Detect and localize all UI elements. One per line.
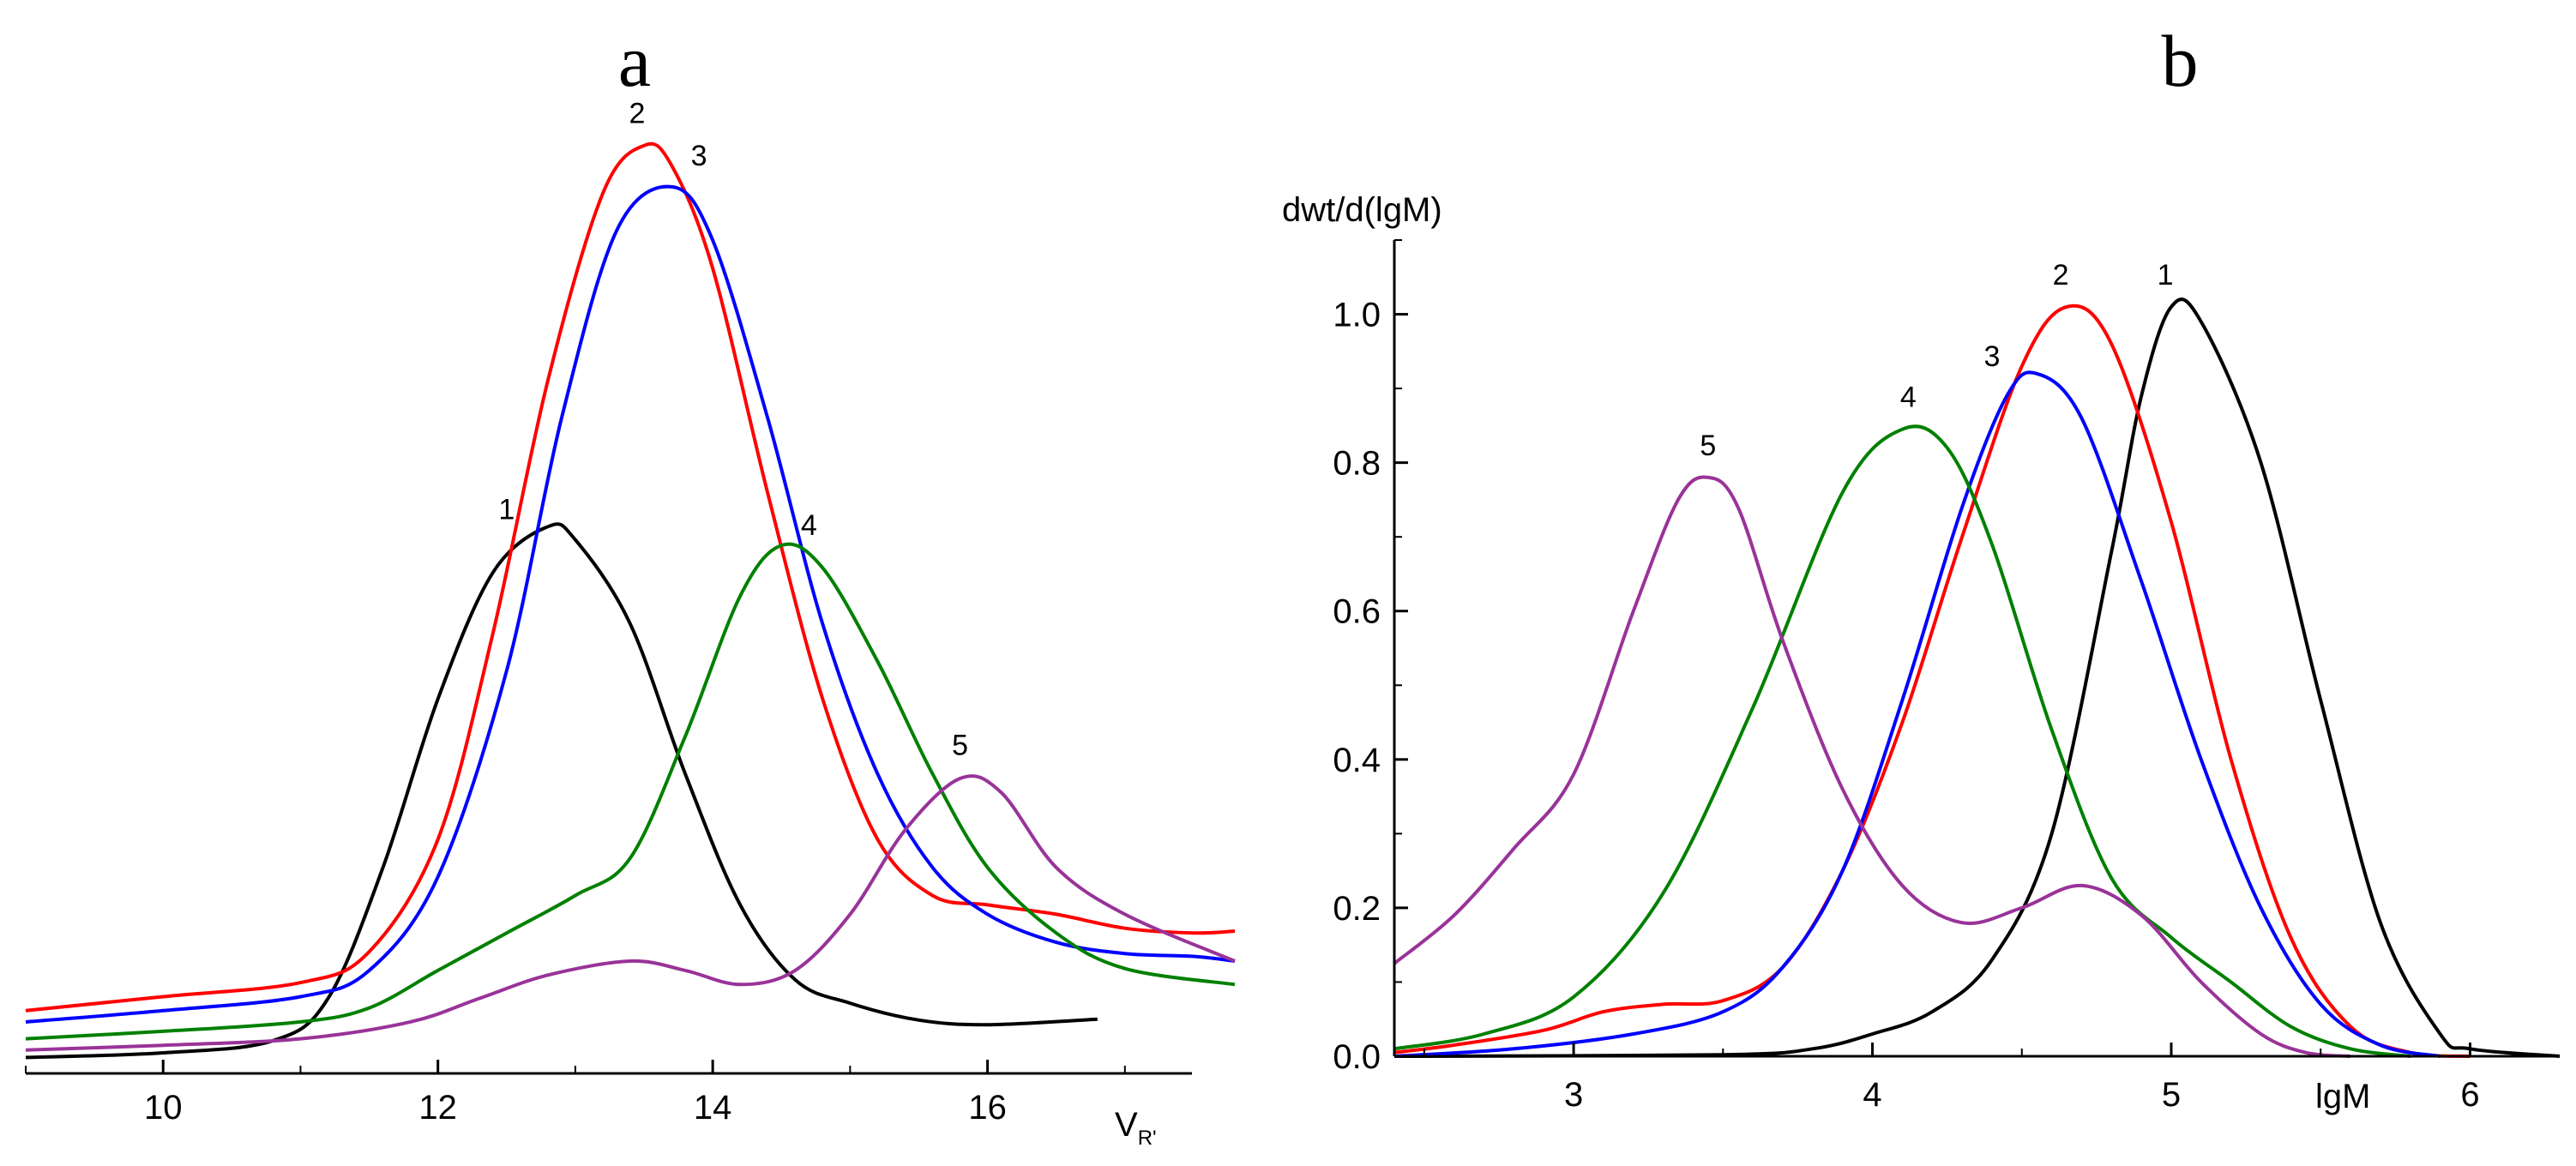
panel-b-x-axis-title: lgM [2315,1078,2370,1115]
panel-b-y-axis-title: dwt/d(lgM) [1282,191,1442,229]
panel-b-series-4-line [1393,424,2411,1058]
panel-a-series-5-line [25,774,1236,1052]
panel-b-curve-labels: 1 2 3 4 5 [1700,259,2173,462]
panel-b-series-1-line [1393,298,2561,1058]
panel-b-x-ticks: 3 4 5 6 [1423,1043,2480,1114]
panel-b-y-tick-label: 0.2 [1333,890,1381,928]
panel-b-series-1-label: 1 [2158,259,2174,292]
panel-a-x-tick-label: 16 [968,1089,1007,1127]
panel-a-series-1-label: 1 [498,494,515,526]
panel-b-x-tick-label: 6 [2460,1076,2479,1114]
panel-b-y-tick-label: 0.8 [1333,445,1381,483]
panel-a-series-1-line [25,522,1098,1060]
panel-b-series-2-label: 2 [2053,259,2069,292]
panel-b-y-tick-label: 1.0 [1333,297,1381,334]
panel-b-curves [1393,298,2561,1058]
panel-b-series-5-label: 5 [1700,430,1716,462]
panel-b-x-tick-label: 4 [1863,1076,1881,1114]
panel-a-series-4-label: 4 [801,509,817,542]
panel-a-x-ticks: 10 12 14 16 [25,1060,1126,1127]
panel-b-series-2-line [1393,304,2471,1058]
panel-b-y-tick-label: 0.4 [1333,742,1381,779]
panel-b-series-3-label: 3 [1983,340,2000,373]
panel-b-x-tick-label: 3 [1564,1076,1583,1114]
panel-a-x-axis-title: VR' [1115,1106,1157,1150]
panel-a-series-4-line [25,542,1236,1041]
panel-a-label: a [618,20,651,102]
panel-b-label: b [2162,20,2199,102]
panel-a-series-2-line [25,141,1236,1013]
panel-b-y-tick-label: 0.0 [1333,1038,1381,1076]
panel-a-curves [25,141,1236,1060]
panel-a-series-2-label: 2 [629,98,646,130]
panel-b-series-4-label: 4 [1900,382,1917,414]
panel-b-series-5-line [1393,475,2351,1058]
panel-a-x-tick-label: 14 [694,1089,732,1127]
panel-a-series-3-label: 3 [691,140,707,172]
panel-a-curve-labels: 1 2 3 4 5 [498,98,968,762]
panel-b-y-ticks: 0.0 0.2 0.4 0.6 0.8 1.0 [1333,239,1408,1076]
panel-b: b dwt/d(lgM) 3 4 5 6 0.0 0.2 0.4 0.6 0.8 1.0 1 2 3… [1282,20,2561,1115]
panel-b-series-3-line [1393,370,2441,1058]
panel-b-x-tick-label: 5 [2162,1076,2181,1114]
panel-a-series-3-line [25,184,1236,1024]
panel-a-x-tick-label: 12 [418,1089,457,1127]
panel-a-x-tick-label: 10 [144,1089,183,1127]
panel-b-y-tick-label: 0.6 [1333,593,1381,631]
panel-a-series-5-label: 5 [952,730,968,762]
